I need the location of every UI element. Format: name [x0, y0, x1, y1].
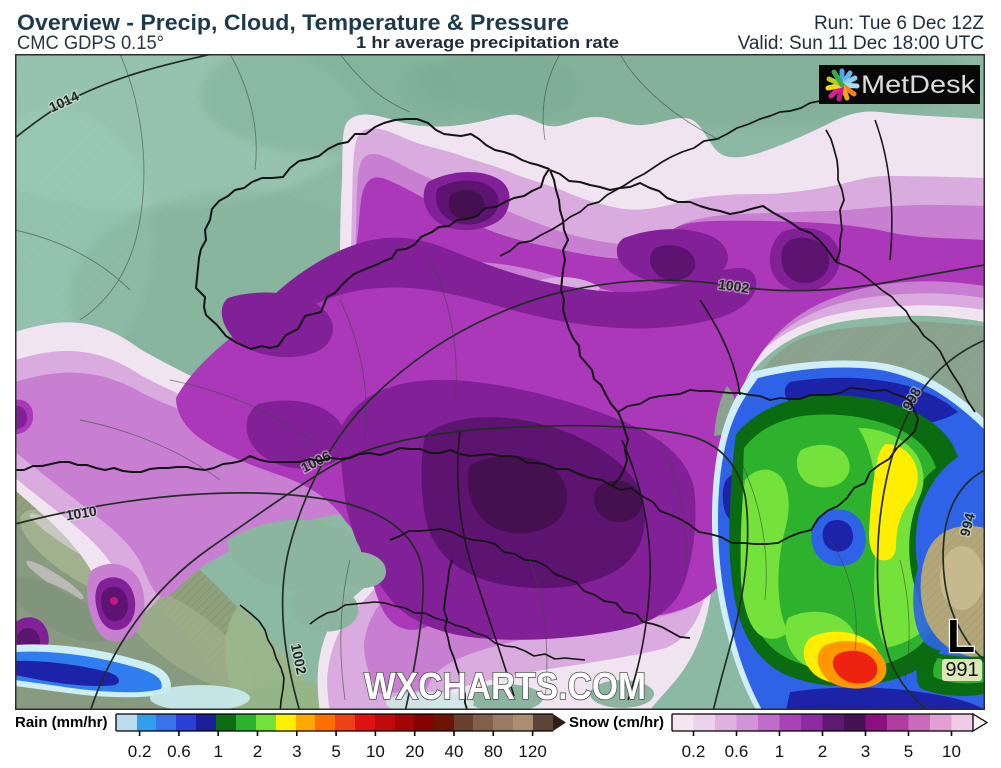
svg-text:20: 20 — [405, 742, 424, 761]
svg-text:2: 2 — [818, 742, 827, 761]
svg-text:1: 1 — [213, 742, 222, 761]
svg-text:MetDesk: MetDesk — [861, 71, 976, 99]
svg-text:Snow (cm/hr): Snow (cm/hr) — [569, 714, 664, 731]
svg-text:991: 991 — [945, 659, 978, 681]
svg-text:5: 5 — [331, 742, 340, 761]
svg-text:5: 5 — [904, 742, 913, 761]
svg-text:0.2: 0.2 — [128, 742, 152, 761]
svg-text:CMC GDPS 0.15°: CMC GDPS 0.15° — [17, 33, 164, 54]
svg-text:0.6: 0.6 — [725, 742, 749, 761]
svg-text:10: 10 — [942, 742, 961, 761]
svg-text:120: 120 — [518, 742, 546, 761]
svg-text:3: 3 — [292, 742, 301, 761]
svg-text:L: L — [947, 610, 975, 662]
svg-text:0.6: 0.6 — [167, 742, 191, 761]
svg-text:0.2: 0.2 — [682, 742, 706, 761]
svg-text:1 hr average precipitation rat: 1 hr average precipitation rate — [356, 33, 619, 52]
svg-text:WXCHARTS.COM: WXCHARTS.COM — [364, 666, 646, 708]
svg-text:Valid: Sun 11 Dec 18:00 UTC: Valid: Sun 11 Dec 18:00 UTC — [738, 33, 984, 54]
svg-text:1: 1 — [775, 742, 784, 761]
svg-text:Rain (mm/hr): Rain (mm/hr) — [15, 714, 108, 731]
svg-text:80: 80 — [484, 742, 503, 761]
svg-text:40: 40 — [445, 742, 464, 761]
svg-text:Overview - Precip, Cloud, Temp: Overview - Precip, Cloud, Temperature & … — [17, 10, 569, 35]
svg-text:1010: 1010 — [65, 503, 98, 524]
svg-text:2: 2 — [253, 742, 262, 761]
svg-text:3: 3 — [861, 742, 870, 761]
svg-text:10: 10 — [366, 742, 385, 761]
svg-text:Run: Tue 6 Dec 12Z: Run: Tue 6 Dec 12Z — [814, 13, 984, 34]
svg-text:1002: 1002 — [717, 276, 750, 296]
